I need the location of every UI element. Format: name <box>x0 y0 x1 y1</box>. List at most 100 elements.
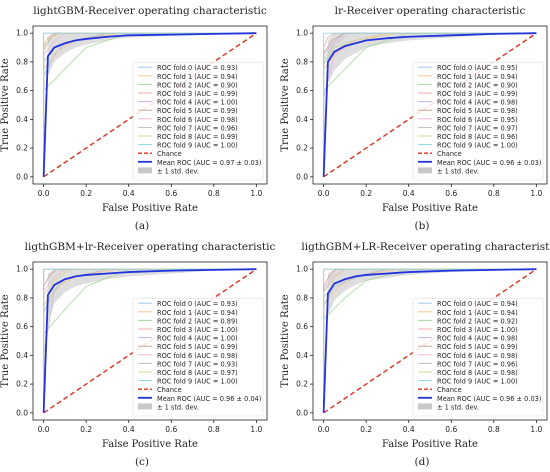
x-tick-label: 0.6 <box>445 189 457 198</box>
y-tick-label: 0.8 <box>296 57 308 66</box>
legend-entry-fold-5: ROC fold 5 (AUC = 0.99) <box>157 107 238 115</box>
y-tick-label: 0.0 <box>16 408 28 417</box>
legend-entry-fold-1: ROC fold 1 (AUC = 0.94) <box>437 73 518 81</box>
x-tick-label: 1.0 <box>530 425 542 434</box>
legend-entry-mean: Mean ROC (AUC = 0.97 ± 0.03) <box>157 159 261 167</box>
legend-entry-fold-3: ROC fold 3 (AUC = 1.00) <box>157 326 238 334</box>
x-tick-label: 0.6 <box>165 425 177 434</box>
panel-label: (d) <box>415 456 430 467</box>
legend-swatch-band <box>418 403 432 410</box>
x-tick-label: 0.2 <box>360 189 372 198</box>
x-tick-label: 0.2 <box>80 425 92 434</box>
legend-entry-chance: Chance <box>157 386 182 394</box>
x-axis-label: False Positive Rate <box>102 203 198 214</box>
mean-roc-line <box>42 268 257 413</box>
legend-entry-mean: Mean ROC (AUC = 0.96 ± 0.04) <box>157 395 261 403</box>
y-axis-label: True Positive Rate <box>280 294 291 387</box>
y-tick-label: 0.2 <box>16 380 28 389</box>
y-tick-label: 0.0 <box>296 172 308 181</box>
y-tick-label: 0.4 <box>16 351 28 360</box>
legend-entry-fold-6: ROC fold 6 (AUC = 0.98) <box>157 116 238 124</box>
legend-entry-fold-6: ROC fold 6 (AUC = 0.98) <box>437 352 518 360</box>
roc-panel-3: ligthGBM+lr-Receiver operating character… <box>0 241 275 468</box>
y-tick-label: 0.8 <box>16 57 28 66</box>
legend-entry-band: ± 1 std. dev. <box>437 167 479 175</box>
legend: ROC fold 0 (AUC = 0.95)ROC fold 1 (AUC =… <box>412 61 544 181</box>
roc-fold-9-line <box>323 268 537 413</box>
legend-entry-fold-2: ROC fold 2 (AUC = 0.92) <box>437 317 518 325</box>
x-tick-label: 0.0 <box>38 425 50 434</box>
y-tick-label: 0.4 <box>16 115 28 124</box>
std-band <box>43 269 257 413</box>
plot-area <box>42 32 257 178</box>
chart-title: ligthGBM+LR-Receiver operating character… <box>301 241 550 253</box>
y-tick-label: 0.2 <box>16 144 28 153</box>
std-band <box>323 269 537 413</box>
y-tick-label: 1.0 <box>296 265 308 274</box>
y-tick-label: 0.2 <box>296 380 308 389</box>
chart-title: lr-Receiver operating characteristic <box>335 5 526 17</box>
legend-entry-fold-9: ROC fold 9 (AUC = 1.00) <box>157 142 238 150</box>
legend-entry-fold-4: ROC fold 4 (AUC = 1.00) <box>157 335 238 343</box>
y-tick-label: 1.0 <box>16 29 28 38</box>
y-tick-label: 0.6 <box>296 322 308 331</box>
x-tick-label: 0.8 <box>488 425 500 434</box>
legend-entry-chance: Chance <box>437 150 462 158</box>
y-tick-label: 0.6 <box>296 86 308 95</box>
legend-entry-fold-3: ROC fold 3 (AUC = 0.99) <box>437 90 518 98</box>
roc-panel-4: ligthGBM+LR-Receiver operating character… <box>280 241 550 468</box>
legend-entry-band: ± 1 std. dev. <box>437 403 479 411</box>
x-tick-label: 0.8 <box>208 425 220 434</box>
legend-entry-band: ± 1 std. dev. <box>157 167 199 175</box>
x-tick-label: 0.0 <box>318 189 330 198</box>
x-tick-label: 0.0 <box>318 425 330 434</box>
legend-entry-fold-0: ROC fold 0 (AUC = 0.93) <box>157 300 238 308</box>
legend-entry-fold-2: ROC fold 2 (AUC = 0.90) <box>157 81 238 89</box>
x-tick-label: 0.0 <box>38 189 50 198</box>
roc-fold-9-line <box>323 32 537 177</box>
x-tick-label: 0.8 <box>208 189 220 198</box>
legend-box <box>412 297 544 417</box>
legend-entry-mean: Mean ROC (AUC = 0.96 ± 0.03) <box>437 395 541 403</box>
y-tick-label: 0.0 <box>296 408 308 417</box>
roc-panel-1: lightGBM-Receiver operating characterist… <box>0 5 268 232</box>
mean-roc-line <box>322 268 537 413</box>
legend-swatch-band <box>138 403 152 410</box>
y-tick-label: 0.4 <box>296 351 308 360</box>
x-axis-label: False Positive Rate <box>382 439 478 450</box>
legend-box <box>412 61 544 181</box>
roc-fold-9-line <box>43 32 257 177</box>
legend-entry-chance: Chance <box>157 150 182 158</box>
x-tick-label: 1.0 <box>250 425 262 434</box>
y-axis-label: True Positive Rate <box>0 58 11 151</box>
legend-entry-band: ± 1 std. dev. <box>157 403 199 411</box>
legend-entry-fold-8: ROC fold 8 (AUC = 0.99) <box>157 133 238 141</box>
legend-entry-fold-7: ROC fold 7 (AUC = 0.93) <box>157 360 238 368</box>
legend-swatch-band <box>138 167 152 174</box>
legend: ROC fold 0 (AUC = 0.94)ROC fold 1 (AUC =… <box>412 297 544 417</box>
legend-entry-fold-7: ROC fold 7 (AUC = 0.96) <box>157 124 238 132</box>
x-tick-label: 0.8 <box>488 189 500 198</box>
mean-roc-line <box>322 32 537 177</box>
legend-entry-fold-7: ROC fold 7 (AUC = 0.97) <box>437 124 518 132</box>
panel-label: (b) <box>415 220 430 232</box>
y-tick-label: 0.8 <box>296 293 308 302</box>
x-tick-label: 0.4 <box>403 189 415 198</box>
legend-box <box>132 297 264 417</box>
y-tick-label: 0.6 <box>16 322 28 331</box>
plot-area <box>42 268 257 414</box>
legend-entry-fold-6: ROC fold 6 (AUC = 0.98) <box>157 352 238 360</box>
legend-entry-mean: Mean ROC (AUC = 0.96 ± 0.03) <box>437 159 541 167</box>
y-tick-label: 0.6 <box>16 86 28 95</box>
x-tick-label: 0.2 <box>360 425 372 434</box>
y-tick-label: 1.0 <box>16 265 28 274</box>
y-tick-label: 0.0 <box>16 172 28 181</box>
legend-entry-fold-2: ROC fold 2 (AUC = 0.90) <box>437 81 518 89</box>
legend-entry-chance: Chance <box>437 386 462 394</box>
std-band <box>43 33 257 177</box>
legend: ROC fold 0 (AUC = 0.93)ROC fold 1 (AUC =… <box>132 61 264 181</box>
roc-panel-2: lr-Receiver operating characteristic 0.0 0… <box>280 5 548 232</box>
y-tick-label: 0.2 <box>296 144 308 153</box>
